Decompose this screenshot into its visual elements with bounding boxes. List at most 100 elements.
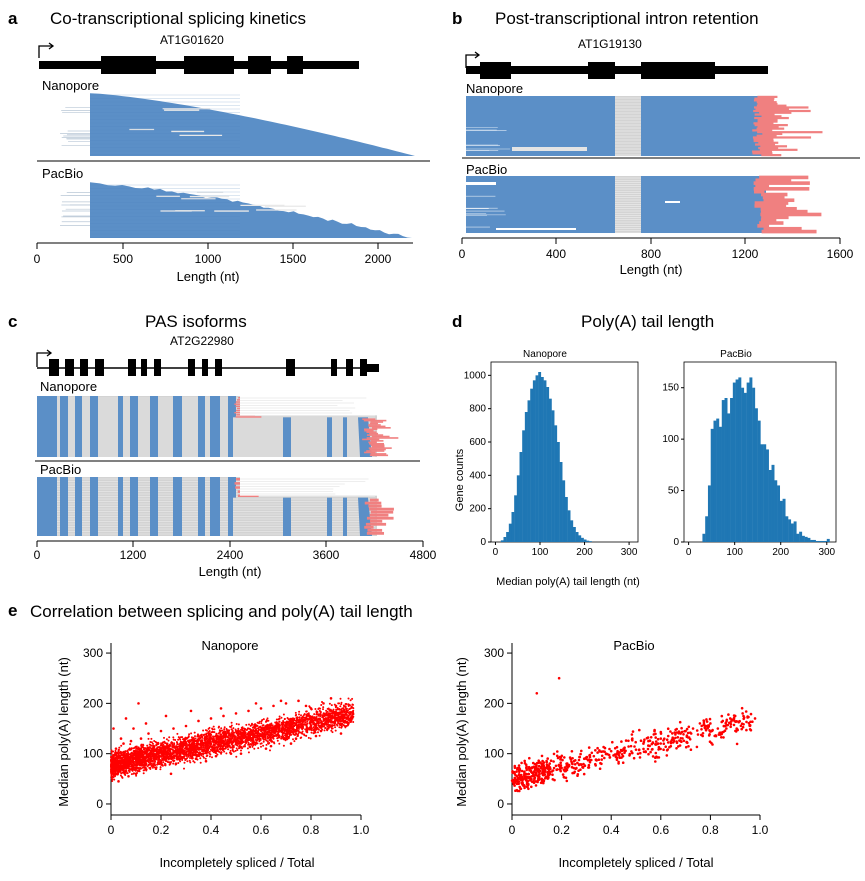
scatter-point [163, 755, 166, 758]
scatter-point [323, 729, 326, 732]
scatter-point [338, 726, 341, 729]
polyA-tail [369, 442, 385, 445]
scatter-point [174, 763, 177, 766]
polyA-tail [364, 525, 374, 529]
scatter-point [678, 720, 682, 724]
scatter-point [141, 752, 144, 755]
polyA-tail [371, 427, 391, 429]
scatter-point [118, 746, 121, 749]
scatter-point [179, 742, 181, 745]
scatter-point [295, 732, 297, 735]
scatter-point [118, 759, 121, 762]
scatter-point [231, 748, 234, 751]
scatter-point [151, 742, 154, 745]
scatter-point [181, 750, 184, 753]
scatter-point [326, 713, 329, 716]
polyA-tail [371, 435, 390, 438]
histogram-bar [752, 387, 756, 542]
polyA-tail [757, 95, 778, 98]
y-tick: 100 [484, 747, 504, 761]
scatter-point [186, 745, 189, 747]
scatter-point [194, 745, 197, 748]
scatter-point [157, 752, 160, 755]
scatter-point [189, 709, 193, 713]
chart-title: Nanopore [201, 638, 258, 653]
scatter-point [340, 719, 343, 722]
scatter-point [160, 743, 163, 746]
scatter-point [202, 729, 205, 732]
scatter-point [226, 742, 229, 745]
exon-coverage [210, 477, 220, 536]
scatter-point [207, 749, 209, 752]
histogram-bar [532, 380, 536, 542]
scatter-point [210, 743, 212, 746]
scatter-point [279, 724, 281, 727]
scatter-point [152, 747, 155, 749]
histogram-bar [562, 480, 566, 542]
scatter-point [177, 738, 180, 741]
scatter-point [231, 746, 234, 749]
tss-arrow-icon [465, 54, 478, 68]
scatter-point [334, 726, 337, 729]
scatter-point [202, 749, 205, 752]
scatter-point [317, 724, 320, 727]
scatter-point [247, 742, 250, 745]
panel-a: a Co-transcriptional splicing kinetics A… [8, 9, 430, 284]
scatter-point [222, 745, 225, 747]
scatter-point [135, 768, 138, 771]
y-tick: 600 [469, 437, 486, 448]
scatter-point [332, 710, 335, 713]
scatter-point [266, 723, 269, 726]
histogram-bar [506, 532, 510, 542]
scatter-point [299, 726, 302, 729]
scatter-point [292, 738, 294, 741]
scatter-point [155, 741, 158, 744]
scatter-point [223, 750, 226, 753]
scatter-point [307, 713, 310, 716]
scatter-point [537, 759, 540, 762]
scatter-point [528, 756, 531, 760]
scatter-point [175, 745, 178, 748]
scatter-point [161, 746, 164, 749]
scatter-point [292, 733, 295, 736]
scatter-point [252, 737, 255, 740]
polyA-tail [757, 118, 778, 121]
scatter-point [603, 756, 606, 760]
polyA-tail [369, 498, 379, 502]
scatter-point [663, 737, 666, 740]
scatter-point [197, 719, 200, 723]
scatter-point [238, 740, 241, 743]
scatter-point [209, 734, 212, 737]
panel-c-pacbio-reads [37, 477, 394, 536]
polyA-tail [370, 440, 384, 442]
scatter-point [546, 757, 549, 760]
scatter-point [313, 713, 316, 716]
scatter-point [257, 737, 260, 740]
scatter-point [642, 747, 645, 751]
x-tick: 3600 [313, 548, 340, 562]
scatter-point [523, 759, 526, 763]
scatter-point [264, 735, 267, 738]
polyA-tail [755, 184, 770, 188]
scatter-point [346, 721, 349, 723]
scatter-point [288, 729, 291, 732]
scatter-point [236, 744, 239, 747]
scatter-point [315, 711, 318, 714]
scatter-point [150, 741, 153, 744]
x-axis-label: Length (nt) [620, 262, 683, 277]
scatter-point [222, 739, 225, 742]
scatter-point [269, 744, 273, 748]
polyA-tail [752, 150, 773, 153]
scatter-point [128, 756, 131, 759]
scatter-point [241, 729, 244, 732]
scatter-point [281, 733, 284, 736]
scatter-point [136, 747, 139, 750]
exon-coverage [75, 396, 82, 457]
scatter-point [647, 752, 650, 756]
scatter-point [193, 761, 196, 764]
scatter-point [320, 726, 323, 728]
scatter-point [299, 720, 302, 723]
scatter-point [223, 726, 226, 729]
scatter-point [282, 744, 285, 747]
scatter-point [150, 737, 153, 740]
